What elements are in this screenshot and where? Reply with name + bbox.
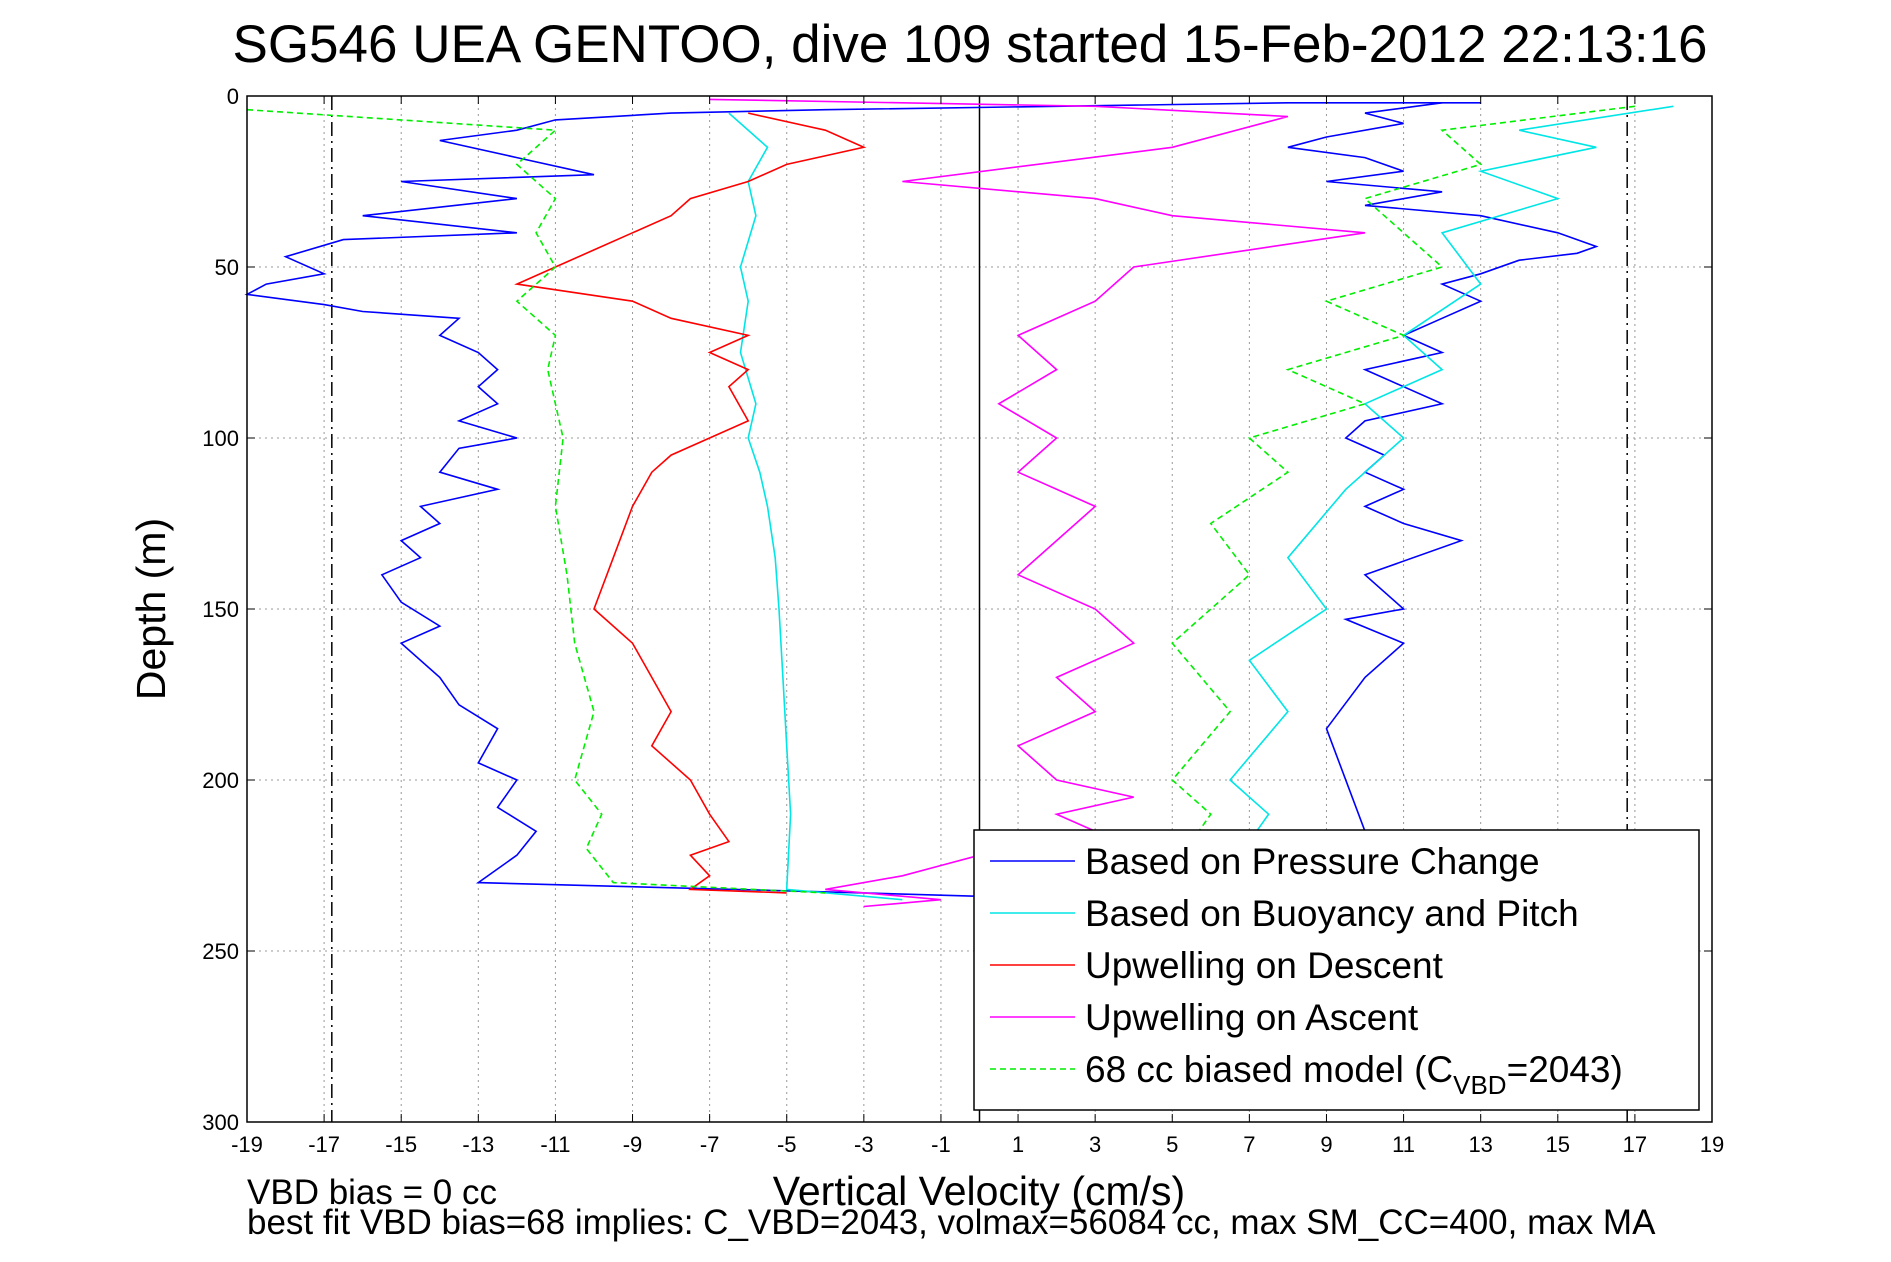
x-tick-label: 19	[1700, 1132, 1724, 1157]
y-tick-label: 300	[202, 1110, 239, 1135]
legend-label-text: 68 cc biased model (C	[1085, 1049, 1453, 1090]
legend-label: 68 cc biased model (CVBD=2043)	[1085, 1049, 1623, 1100]
legend-label-subscript: VBD	[1453, 1070, 1506, 1100]
x-tick-label: 7	[1243, 1132, 1255, 1157]
series-line	[244, 102, 1481, 898]
chart-title: SG546 UEA GENTOO, dive 109 started 15-Fe…	[232, 15, 1707, 74]
x-axis-label: Vertical Velocity (cm/s)	[773, 1168, 1185, 1214]
y-tick-label: 250	[202, 939, 239, 964]
legend: Based on Pressure Change Based on Buoyanc…	[973, 829, 1700, 1111]
legend-label: Based on Pressure Change	[1085, 841, 1540, 882]
y-tick-label: 100	[202, 426, 239, 451]
legend-label: Upwelling on Ascent	[1085, 997, 1419, 1038]
x-tick-label: 9	[1320, 1132, 1332, 1157]
x-tick-label: 3	[1089, 1132, 1101, 1157]
x-tick-label: -11	[540, 1132, 570, 1157]
x-tick-label: -7	[700, 1132, 720, 1157]
series-line	[1287, 102, 1599, 832]
series-2	[514, 112, 867, 894]
legend-label-tail: =2043)	[1507, 1049, 1623, 1090]
x-tick-label: 17	[1623, 1132, 1647, 1157]
y-tick-label: 50	[215, 255, 239, 280]
series-line	[1228, 105, 1674, 843]
series-line	[709, 98, 1366, 908]
series-line	[1171, 105, 1635, 843]
series-line	[728, 112, 903, 901]
x-tick-label: -17	[308, 1132, 340, 1157]
series-0	[244, 102, 1599, 898]
legend-label: Based on Buoyancy and Pitch	[1085, 893, 1579, 934]
x-tick-label: 15	[1546, 1132, 1570, 1157]
series-line	[246, 108, 826, 894]
series-line	[514, 112, 867, 894]
legend-label-text: Based on Buoyancy and Pitch	[1085, 893, 1579, 934]
x-axis-ticks: -19 -17 -15 -13 -11 -9 -7 -5 -3 -1 1 3 5 7 9 11 13 15 17 19	[231, 96, 1724, 1157]
x-tick-label: 11	[1392, 1132, 1415, 1157]
legend-label-text: Based on Pressure Change	[1085, 841, 1540, 882]
series-1	[728, 105, 1674, 901]
x-tick-label: -15	[385, 1132, 417, 1157]
y-axis-label: Depth (m)	[128, 518, 174, 700]
x-tick-label: 13	[1468, 1132, 1492, 1157]
x-tick-label: -13	[462, 1132, 494, 1157]
vbd-bias-note: VBD bias = 0 cc	[247, 1173, 497, 1212]
y-tick-label: 150	[202, 597, 239, 622]
best-fit-note: best fit VBD bias=68 implies: C_VBD=2043…	[247, 1203, 1656, 1242]
legend-box	[973, 829, 1700, 1111]
y-axis-ticks: 0 50 100 150 200 250 300	[202, 84, 1712, 1135]
x-tick-label: -9	[623, 1132, 643, 1157]
y-tick-label: 200	[202, 768, 239, 793]
x-tick-label: -5	[777, 1132, 797, 1157]
x-tick-label: 5	[1166, 1132, 1178, 1157]
legend-label-text: Upwelling on Ascent	[1085, 997, 1419, 1038]
x-tick-label: -1	[931, 1132, 951, 1157]
series-4	[246, 105, 1635, 894]
x-tick-label: 1	[1012, 1132, 1024, 1157]
legend-label-text: Upwelling on Descent	[1085, 945, 1444, 986]
series-3	[709, 98, 1366, 908]
y-tick-label: 0	[227, 84, 239, 109]
series-layer	[244, 98, 1674, 908]
x-tick-label: -19	[231, 1132, 263, 1157]
x-tick-label: -3	[854, 1132, 874, 1157]
legend-label: Upwelling on Descent	[1085, 945, 1444, 986]
